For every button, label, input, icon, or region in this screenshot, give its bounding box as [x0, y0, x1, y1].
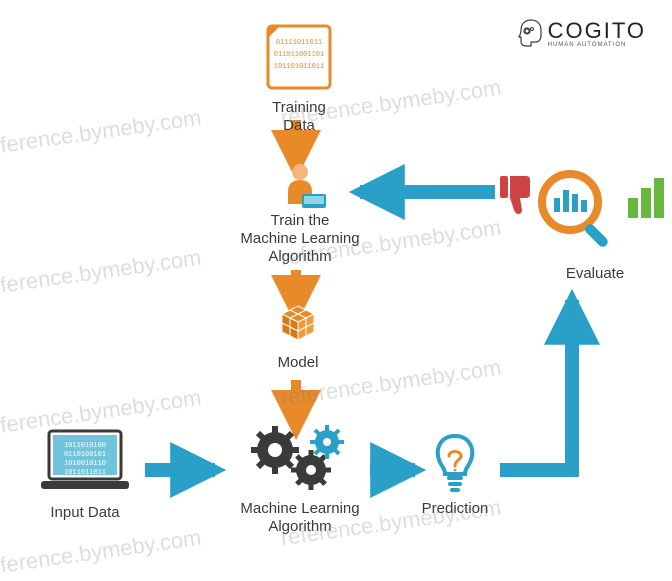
- watermark: reference.bymeby.com: [0, 245, 203, 302]
- evaluate-icon: [480, 160, 670, 260]
- node-evaluate: Evaluate: [480, 160, 670, 283]
- ml-algo-label: Machine Learning Algorithm: [225, 500, 375, 536]
- train-person-icon: [270, 160, 330, 212]
- arrow-pred-to-eval: [500, 300, 572, 470]
- node-training-data: 01111011011 011011001101 101101011011 Tr…: [255, 20, 343, 135]
- training-data-label: Training Data: [255, 99, 343, 135]
- svg-text:0110100101: 0110100101: [64, 451, 106, 459]
- logo-brand: COGITO: [548, 18, 646, 44]
- training-data-icon: 01111011011 011011001101 101101011011: [262, 20, 336, 94]
- svg-text:011011001101: 011011001101: [274, 51, 324, 59]
- node-model: Model: [263, 302, 333, 372]
- node-prediction: Prediction: [410, 430, 500, 518]
- logo-head-icon: [518, 18, 544, 48]
- watermark: reference.bymeby.com: [0, 105, 203, 162]
- svg-text:101101011011: 101101011011: [274, 63, 324, 71]
- node-ml-algo: Machine Learning Algorithm: [225, 420, 375, 536]
- bulb-icon: [425, 430, 485, 500]
- node-input-data: 1011010100 0110100101 1010010110 1011011…: [30, 425, 140, 522]
- prediction-label: Prediction: [410, 500, 500, 518]
- node-train-algo: Train the Machine Learning Algorithm: [235, 160, 365, 266]
- watermark: reference.bymeby.com: [0, 525, 203, 581]
- gears-icon: [245, 420, 355, 500]
- svg-text:1010010110: 1010010110: [64, 460, 106, 468]
- model-cube-icon: [270, 302, 326, 354]
- input-data-label: Input Data: [30, 504, 140, 522]
- svg-text:1011010100: 1011010100: [64, 442, 106, 450]
- input-laptop-icon: 1011010100 0110100101 1010010110 1011011…: [35, 425, 135, 499]
- evaluate-label: Evaluate: [520, 265, 670, 283]
- logo: COGITO HUMAN AUTOMATION: [518, 18, 646, 48]
- model-label: Model: [263, 354, 333, 372]
- svg-text:01111011011: 01111011011: [276, 39, 322, 47]
- svg-text:1011011011: 1011011011: [64, 469, 106, 477]
- train-algo-label: Train the Machine Learning Algorithm: [235, 212, 365, 266]
